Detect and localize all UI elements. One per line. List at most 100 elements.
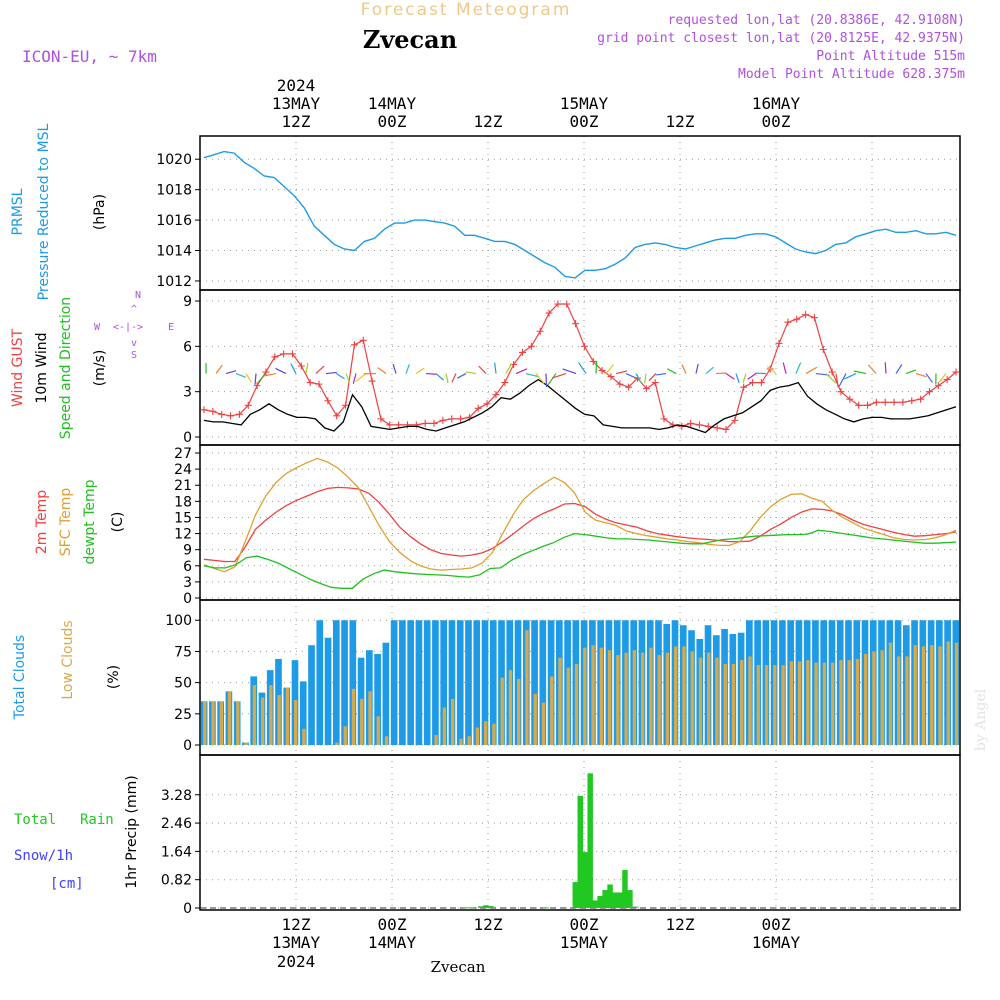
y-tick-label: 1012	[156, 274, 192, 290]
low-cloud-bar	[798, 661, 801, 745]
prmsl-line	[204, 152, 956, 278]
gust-marker	[280, 350, 287, 357]
gust-marker	[209, 408, 216, 415]
gust-marker	[324, 397, 331, 404]
y-tick-label: 100	[165, 613, 192, 629]
low-cloud-bar	[831, 663, 834, 745]
clouds-unit-label: (%)	[106, 665, 122, 689]
low-cloud-bar	[691, 651, 694, 745]
low-cloud-bar	[781, 665, 784, 745]
pressure-msl-label: Pressure Reduced to MSL	[36, 123, 52, 300]
gust-marker	[563, 301, 570, 308]
wind-unit-label: (m/s)	[92, 350, 108, 387]
y-tick-label: 15	[174, 510, 192, 526]
bottom-day-label: 14MAY	[368, 933, 417, 952]
low-cloud-bar	[955, 643, 958, 745]
pressure-panel: 1012 1014 1016 1018 1020	[156, 136, 960, 290]
gust-marker	[581, 343, 588, 350]
snow-label: Snow/1h	[14, 848, 73, 864]
precip-unit-label: 1hr Precip (mm)	[124, 775, 140, 888]
compass-arrows-h: <-|->	[113, 322, 143, 333]
dewpt-line	[204, 530, 956, 588]
wind-direction-arrow	[626, 374, 636, 379]
top-hour-label: 12Z	[282, 112, 311, 131]
wind-direction-arrow	[406, 364, 409, 373]
wind-direction-arrow	[767, 367, 776, 374]
gust-marker	[201, 406, 208, 413]
wind-direction-arrow	[706, 367, 714, 373]
wind-direction-arrow	[606, 364, 614, 373]
y-tick-label: 1014	[156, 244, 192, 260]
top-hour-label: 00Z	[762, 112, 791, 131]
rain-bar	[468, 907, 473, 908]
low-cloud-bar	[608, 650, 611, 745]
low-cloud-bar	[286, 688, 289, 745]
rain-bar	[488, 906, 493, 908]
wind-direction-arrow	[495, 363, 496, 374]
gust-marker	[271, 353, 278, 360]
y-tick-label: 9	[183, 543, 192, 559]
top-hour-label: 12Z	[474, 112, 503, 131]
wind-direction-arrow	[436, 374, 444, 381]
wind-direction-arrow	[806, 367, 817, 373]
gust-marker	[360, 337, 367, 344]
total-cloud-bar	[407, 620, 414, 745]
model-point-altitude: Model Point Altitude 628.375m	[738, 67, 965, 82]
y-tick-label: 75	[174, 644, 192, 660]
low-cloud-bar	[864, 654, 867, 745]
low-cloud-bar	[930, 645, 933, 745]
rain-bar	[573, 882, 578, 908]
wind-direction-arrow	[736, 374, 739, 383]
y-tick-label: 0	[183, 430, 192, 446]
wind-direction-arrow	[839, 374, 846, 387]
total-cloud-bar	[416, 620, 423, 745]
wind-direction-arrow	[258, 374, 266, 383]
bottom-year-label: 2024	[277, 952, 316, 971]
gust-marker	[652, 379, 659, 386]
wind-direction-arrow	[306, 363, 308, 374]
low-cloud-bar	[823, 663, 826, 745]
gust-marker	[687, 420, 694, 427]
wind-direction-arrow	[926, 374, 932, 383]
rain-bar	[602, 890, 607, 908]
total-cloud-bar	[383, 643, 390, 745]
top-time-axis: 12Z13MAY00Z14MAY12Z 00Z15MAY12Z 00Z16MAY20…	[272, 76, 801, 131]
y-tick-label: 3	[183, 385, 192, 401]
bottom-day-label: 13MAY	[272, 933, 321, 952]
compass-arrows-v2: v	[131, 338, 137, 349]
rain-bar	[612, 892, 617, 908]
bottom-hour-label: 12Z	[474, 915, 503, 934]
rain-bar	[543, 907, 548, 908]
gust-marker	[749, 379, 756, 386]
pressure-unit-label: (hPa)	[92, 194, 108, 230]
total-cloud-bar	[432, 620, 439, 745]
wind-direction-arrow	[743, 374, 746, 383]
low-cloud-bar	[459, 739, 462, 745]
low-cloud-bar	[360, 699, 363, 745]
y-tick-label: 25	[174, 707, 192, 723]
low-cloud-bar	[211, 701, 214, 745]
low-cloud-bar	[938, 646, 941, 745]
low-cloud-bar	[228, 691, 231, 745]
bottom-hour-label: 12Z	[666, 915, 695, 934]
low-cloud-bar	[434, 735, 437, 745]
low-clouds-label: Low Clouds	[60, 620, 76, 699]
gust-marker	[776, 340, 783, 347]
low-cloud-bar	[856, 659, 859, 745]
low-cloud-bar	[517, 679, 520, 745]
bottom-hour-label: 00Z	[378, 915, 407, 934]
wind-direction-arrow	[645, 374, 646, 384]
rain-bar	[617, 892, 622, 908]
top-year-label: 2024	[277, 76, 316, 95]
gust-marker	[431, 420, 438, 427]
low-cloud-bar	[814, 663, 817, 745]
low-cloud-bar	[501, 678, 504, 745]
low-cloud-bar	[657, 655, 660, 745]
gust-marker	[307, 379, 314, 386]
low-cloud-bar	[534, 694, 537, 745]
temp-dewpt-label: dewpt Temp	[82, 479, 98, 564]
compass-south: S	[131, 350, 137, 361]
low-cloud-bar	[352, 689, 355, 745]
total-rain-label-b: Rain	[80, 812, 114, 828]
rain-bar	[597, 896, 602, 908]
